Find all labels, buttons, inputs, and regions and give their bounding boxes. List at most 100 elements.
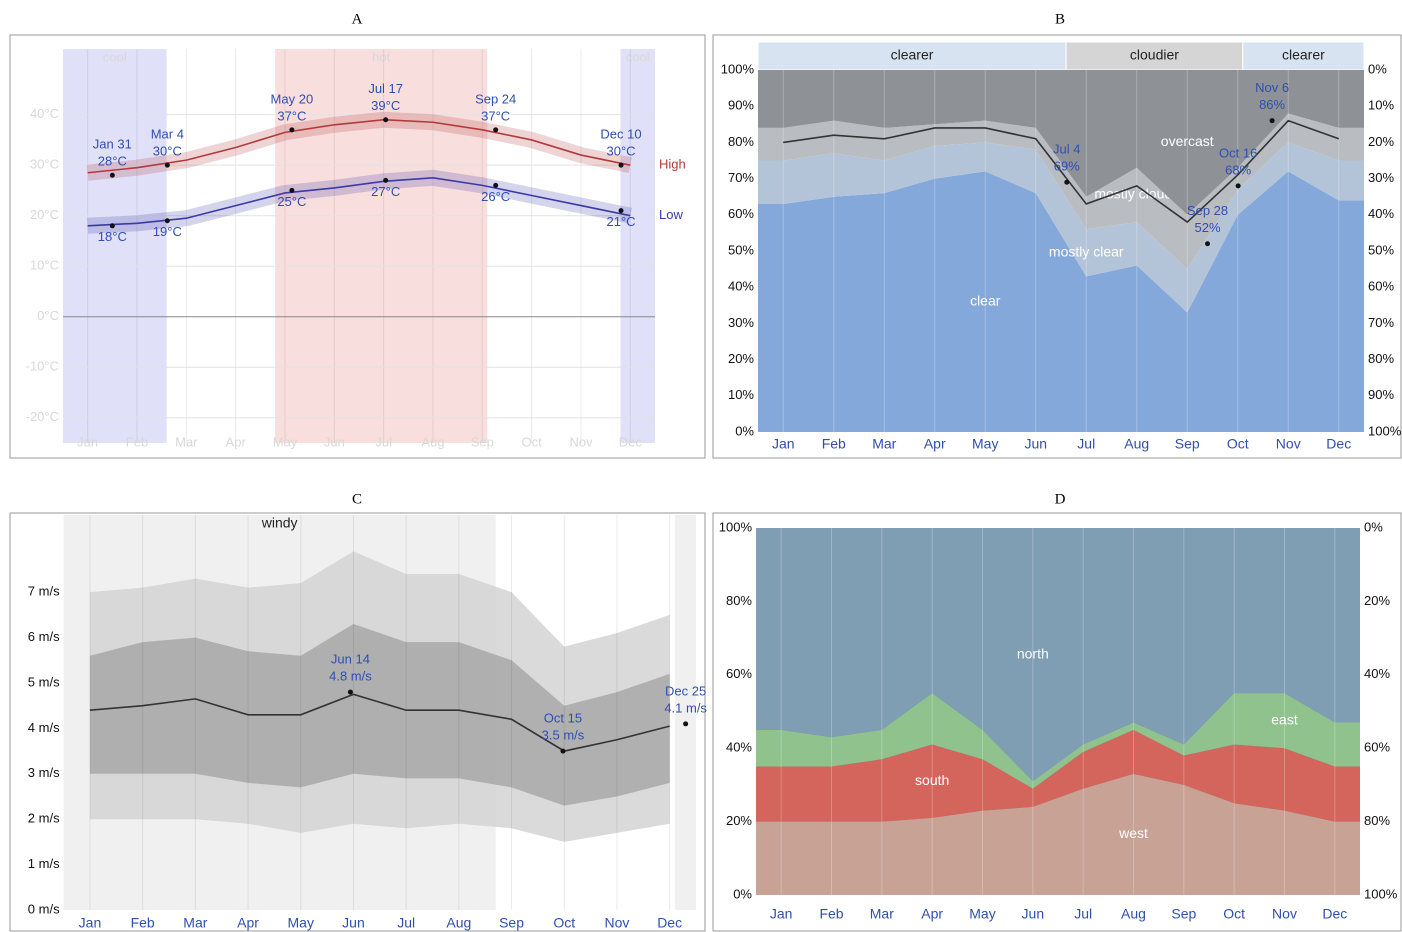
area-label: mostly clear (1049, 244, 1124, 260)
area-label: west (1118, 825, 1148, 841)
series-label: Low (659, 207, 683, 222)
annotation-point (164, 218, 170, 224)
y-tick-label: 10% (728, 387, 754, 402)
y2-tick-label: 80% (1364, 813, 1390, 828)
y-tick-label: 60% (728, 206, 754, 221)
annotation-value: 30°C (607, 144, 636, 159)
envelope (89, 623, 670, 806)
period-label: cloudier (1130, 47, 1179, 63)
y2-tick-label: 60% (1368, 279, 1394, 294)
x-tick-label: Sep (1175, 436, 1200, 452)
x-tick-label: Apr (237, 915, 259, 931)
chart-title: A (352, 11, 363, 27)
annotation-point (1235, 183, 1241, 189)
x-tick-label: Feb (819, 906, 843, 922)
x-tick-label: Nov (604, 915, 629, 931)
area-label: mostly cloudy (1094, 186, 1179, 202)
x-tick-label: Jun (342, 915, 365, 931)
x-tick-label: Feb (822, 436, 846, 452)
y-tick-label: 30% (728, 315, 754, 330)
area (756, 729, 1360, 822)
area (756, 528, 1360, 782)
x-tick-label: Nov (569, 434, 593, 449)
area (758, 70, 1364, 215)
x-tick-label: Oct (1223, 906, 1245, 922)
y-tick-label: 30°C (30, 157, 59, 172)
x-tick-label: Dec (657, 915, 682, 931)
chart-title: C (352, 491, 362, 507)
annotation-value: 68% (1225, 162, 1251, 177)
x-tick-label: Jun (1024, 436, 1047, 452)
annotation-date: Dec 25 (665, 683, 706, 698)
y2-tick-label: 80% (1368, 351, 1394, 366)
y-tick-label: 4 m/s (28, 720, 60, 735)
x-tick-label: May (288, 915, 314, 931)
annotation-value: 21°C (607, 214, 636, 229)
annotation-value: 4.8 m/s (329, 669, 372, 684)
annotation-point (1205, 241, 1211, 247)
x-tick-label: Mar (870, 906, 894, 922)
y-tick-label: 100% (721, 61, 755, 76)
x-tick-label: Jul (397, 915, 415, 931)
annotation-point (618, 208, 624, 214)
y2-tick-label: 10% (1368, 98, 1394, 113)
annotation-date: Sep 24 (475, 91, 516, 106)
annotation-date: May 20 (271, 91, 314, 106)
line (87, 177, 631, 227)
annotation-point (1269, 118, 1275, 124)
y2-tick-label: 70% (1368, 315, 1394, 330)
y-tick-label: -20°C (26, 409, 59, 424)
annotation-date: Jan 31 (93, 137, 132, 152)
x-tick-label: Jan (770, 906, 793, 922)
period-label: cool (103, 49, 127, 64)
y-tick-label: 1 m/s (28, 856, 60, 871)
period-label: cool (626, 49, 650, 64)
x-tick-label: Apr (226, 434, 247, 449)
y-tick-label: 0% (735, 423, 754, 438)
period-label: clearer (1282, 47, 1325, 63)
annotation-value: 19°C (153, 224, 182, 239)
y-tick-label: 20% (728, 351, 754, 366)
y-tick-label: 90% (728, 98, 754, 113)
x-tick-label: May (273, 434, 298, 449)
y-tick-label: 100% (719, 519, 753, 534)
annotation-value: 52% (1195, 220, 1221, 235)
y-tick-label: 0% (733, 886, 752, 901)
x-tick-label: Jun (324, 434, 345, 449)
annotation-date: Dec 10 (600, 127, 641, 142)
x-tick-label: Jan (79, 915, 102, 931)
y-tick-label: 7 m/s (28, 584, 60, 599)
annotation-point (289, 187, 295, 193)
annotation-value: 18°C (98, 229, 127, 244)
y2-tick-label: 90% (1368, 387, 1394, 402)
x-tick-label: Mar (175, 434, 198, 449)
y2-tick-label: 30% (1368, 170, 1394, 185)
y-tick-label: 70% (728, 170, 754, 185)
annotation-value: 37°C (277, 108, 306, 123)
y2-tick-label: 100% (1364, 886, 1398, 901)
annotation-point (1064, 179, 1070, 185)
annotation-date: Nov 6 (1255, 80, 1289, 95)
series-label: High (659, 157, 686, 172)
period-label: hot (372, 49, 390, 64)
y-tick-label: 40°C (30, 106, 59, 121)
y-tick-label: -10°C (26, 359, 59, 374)
y2-tick-label: 40% (1364, 666, 1390, 681)
y-tick-label: 2 m/s (28, 811, 60, 826)
annotation-point (560, 748, 566, 754)
annotation-value: 4.1 m/s (664, 700, 707, 715)
area (756, 693, 1360, 789)
x-tick-label: Mar (872, 436, 896, 452)
y-tick-label: 20% (726, 813, 752, 828)
x-tick-label: Jul (1074, 906, 1092, 922)
annotation-value: 28°C (98, 154, 127, 169)
x-tick-label: May (972, 436, 998, 452)
annotation-value: 30°C (153, 144, 182, 159)
period-band (1242, 41, 1365, 71)
period-band (620, 49, 655, 443)
area-label: east (1271, 711, 1298, 727)
y-tick-label: 40% (728, 279, 754, 294)
annotation-value: 3.5 m/s (542, 728, 585, 743)
period-band (63, 49, 167, 443)
x-tick-label: Feb (126, 434, 148, 449)
